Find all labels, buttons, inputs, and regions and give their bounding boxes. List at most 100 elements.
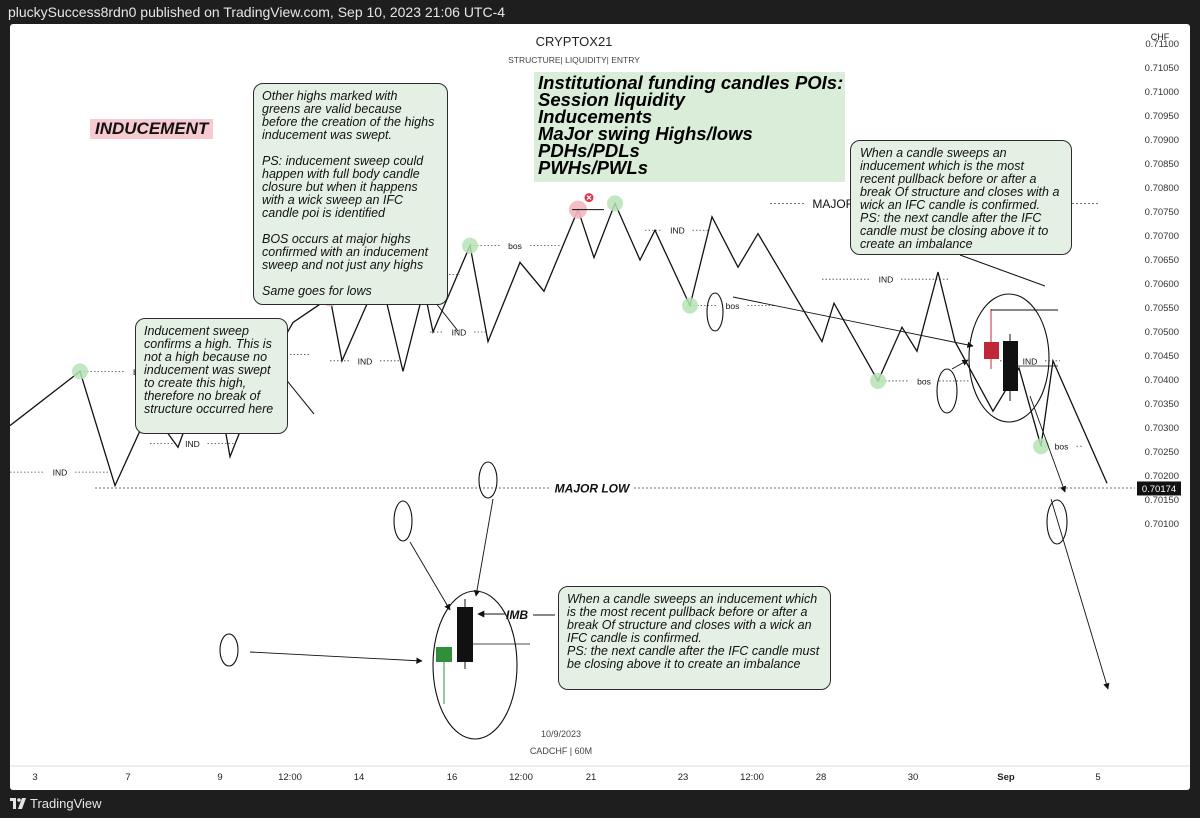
last-price-label: 0.70174	[1142, 484, 1176, 495]
inducement-title: INDUCEMENT	[90, 119, 214, 139]
x-tick-label: 5	[1095, 772, 1100, 783]
x-tick-label: 14	[354, 772, 365, 783]
x-tick-label: 7	[125, 772, 130, 783]
valid-high-marker	[1033, 438, 1049, 455]
y-tick-label: 0.70750	[1145, 207, 1179, 218]
highlight-ellipse	[706, 292, 724, 332]
pointer-arrow	[409, 541, 451, 611]
valid-high-marker	[72, 363, 88, 380]
y-tick-label: 0.70350	[1145, 399, 1179, 410]
x-tick-label: 30	[908, 772, 919, 783]
bos-level-label: bos	[726, 301, 740, 311]
pointer-arrow	[1050, 498, 1110, 690]
bos-level-label: bos	[917, 376, 931, 386]
chart-title: CRYPTOX21	[536, 34, 613, 49]
y-tick-label: 0.70950	[1145, 111, 1179, 122]
y-tick-label: 0.70700	[1145, 231, 1179, 242]
imb-label: IMB	[506, 608, 528, 622]
y-tick-label: 0.70500	[1145, 327, 1179, 338]
valid-high-marker	[607, 195, 623, 212]
ind-level-label: IND	[53, 468, 68, 478]
note-inducement-sweep: Inducement sweep confirms a high. This i…	[135, 318, 288, 434]
ind-level-label: IND	[670, 226, 685, 236]
x-tick-label: 3	[32, 772, 37, 783]
x-tick-label: Sep	[997, 772, 1015, 783]
poi-line: PDHs/PDLs	[538, 140, 640, 161]
tradingview-logo-icon[interactable]	[10, 797, 26, 810]
valid-high-marker	[462, 237, 478, 254]
major-low-level-label: MAJOR LOW	[555, 482, 631, 496]
poi-line: PWHs/PWLs	[538, 157, 648, 178]
pointer-arrow	[1029, 395, 1067, 493]
y-axis: 0.71100 0.71050 0.71000 0.70950 0.70900 0.708…	[1137, 39, 1181, 530]
y-tick-label: 0.70200	[1145, 471, 1179, 482]
x-tick-label: 21	[586, 772, 597, 783]
bos-level-label: bos	[508, 241, 522, 251]
highlight-ellipse	[393, 500, 413, 542]
pointer-arrow	[732, 296, 974, 348]
highlight-ellipse	[1046, 499, 1068, 545]
invalid-x-mark	[586, 195, 592, 201]
poi-line: MaJor swing Highs/lows	[538, 123, 753, 144]
y-tick-label: 0.70800	[1145, 183, 1179, 194]
valid-high-marker	[682, 297, 698, 314]
poi-line: Institutional funding candles POIs:	[538, 72, 844, 93]
y-tick-label: 0.70850	[1145, 159, 1179, 170]
symbol-label: CADCHF | 60M	[530, 746, 592, 756]
bull-candle	[436, 647, 452, 662]
note-ifc-right: When a candle sweeps an inducement which…	[850, 140, 1072, 255]
y-tick-label: 0.71050	[1145, 63, 1179, 74]
x-tick-label: 12:00	[509, 772, 533, 783]
pointer-arrow	[249, 651, 423, 664]
y-tick-label: 0.70650	[1145, 255, 1179, 266]
y-tick-label: 0.70400	[1145, 375, 1179, 386]
note-ifc-bottom: When a candle sweeps an inducement which…	[558, 586, 831, 690]
poi-line: Session liquidity	[538, 89, 685, 110]
y-tick-label: 0.70150	[1145, 495, 1179, 506]
x-tick-label: 23	[678, 772, 689, 783]
ind-level-label: IND	[879, 275, 894, 285]
annotation-shapes: IMB	[219, 254, 1110, 740]
x-axis: 3 7 9 12:00 14 16 12:00 21 23 12:00 28 30 Sep 5	[10, 765, 1190, 783]
y-tick-label: 0.71000	[1145, 87, 1179, 98]
highlight-ellipse	[432, 590, 518, 740]
y-tick-label: 0.70250	[1145, 447, 1179, 458]
footer: TradingView	[0, 790, 1200, 818]
publish-line: pluckySuccess8rdn0 published on TradingV…	[8, 4, 506, 20]
x-tick-label: 28	[816, 772, 827, 783]
chart-subtitle: STRUCTURE| LIQUIDITY| ENTRY	[508, 55, 640, 65]
note-pointer	[959, 254, 1046, 287]
highlight-ellipse	[219, 633, 239, 667]
x-tick-label: 12:00	[278, 772, 302, 783]
date-label: 10/9/2023	[541, 729, 581, 739]
note-valid-highs: Other highs marked with greens are valid…	[253, 83, 448, 305]
y-tick-label: 0.70550	[1145, 303, 1179, 314]
poi-line: Inducements	[538, 106, 653, 127]
y-tick-label: 0.70300	[1145, 423, 1179, 434]
ind-level-label: IND	[452, 328, 467, 338]
highlight-ellipse	[968, 293, 1050, 423]
y-tick-label: 0.70600	[1145, 279, 1179, 290]
x-tick-label: 12:00	[740, 772, 764, 783]
ind-level-label: IND	[1023, 356, 1038, 366]
currency-label: CHF	[1151, 32, 1170, 42]
highlight-ellipse	[478, 461, 498, 499]
note-pointer	[434, 301, 459, 332]
pointer-arrow	[473, 498, 494, 597]
bos-level-label: bos	[1055, 442, 1069, 452]
x-tick-label: 9	[217, 772, 222, 783]
highlight-ellipse	[936, 368, 958, 414]
ind-level-label: IND	[358, 356, 373, 366]
poi-box: Institutional funding candles POIs: Sess…	[534, 72, 845, 182]
pointer-arrow	[951, 359, 969, 370]
y-tick-label: 0.71100	[1145, 39, 1179, 50]
y-tick-label: 0.70100	[1145, 519, 1179, 530]
y-tick-label: 0.70450	[1145, 351, 1179, 362]
y-tick-label: 0.70900	[1145, 135, 1179, 146]
x-tick-label: 16	[447, 772, 458, 783]
chart-frame: bosbosbosbosbosbosbosINDINDINDINDINDINDI…	[10, 24, 1190, 790]
footer-brand[interactable]: TradingView	[30, 796, 102, 811]
ind-level-label: IND	[185, 439, 200, 449]
valid-high-marker	[870, 372, 886, 389]
last-price-tag	[1137, 481, 1181, 496]
